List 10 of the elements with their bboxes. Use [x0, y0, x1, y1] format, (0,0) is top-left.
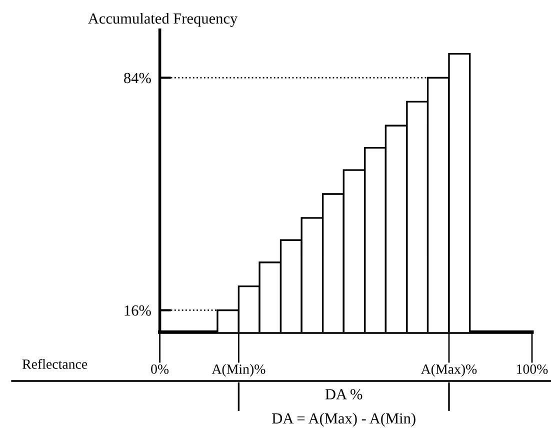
- y-tick-label: 84%: [124, 72, 151, 84]
- x-tick-label: A(Max)%: [420, 364, 477, 377]
- text: DA %: [325, 389, 362, 400]
- x-axis-title: Reflectance: [22, 358, 88, 369]
- x-tick-label: 0%: [151, 364, 169, 374]
- x-tick-label: 100%: [517, 364, 548, 374]
- y-axis-title: Accumulated Frequency: [88, 12, 238, 27]
- text: DA = A(Max) - A(Min): [272, 412, 416, 427]
- x-tick-label: A(Min)%: [212, 364, 266, 377]
- y-tick-label: 16%: [124, 305, 151, 316]
